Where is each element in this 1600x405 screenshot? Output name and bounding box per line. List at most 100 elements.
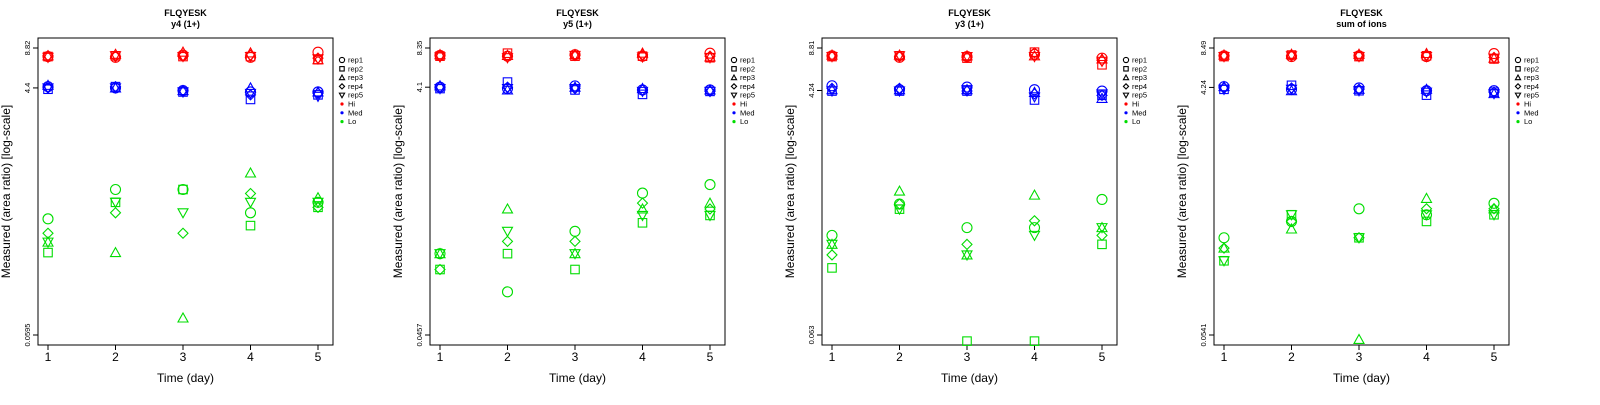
data-point-hi-rep5	[501, 53, 514, 64]
y-tick-label: 4.4	[23, 83, 32, 93]
data-point-med-rep2	[502, 77, 513, 87]
data-point-med-rep4	[109, 80, 122, 93]
data-point-lo-rep2	[1421, 216, 1432, 227]
x-tick-label: 1	[437, 350, 444, 364]
data-point-lo-rep5	[1353, 233, 1365, 244]
data-point-lo-rep3	[704, 197, 716, 208]
data-point-med-rep1	[1028, 84, 1041, 96]
data-point-med-rep1	[1096, 85, 1108, 97]
x-tick-label: 2	[112, 350, 119, 364]
data-point-med-rep4	[501, 81, 514, 93]
data-point-lo-rep1	[501, 286, 514, 298]
data-point-med-rep4	[636, 84, 649, 96]
x-tick-label: 5	[1099, 350, 1106, 364]
data-point-lo-rep4	[177, 227, 189, 240]
data-point-hi-rep4	[1420, 49, 1433, 61]
data-point-med-rep5	[569, 84, 581, 95]
legend-label: rep2	[1524, 64, 1539, 73]
plot-frame	[429, 37, 726, 346]
legend-label: rep2	[348, 64, 363, 73]
data-point-lo-rep2	[502, 248, 513, 259]
x-axis-label: Time (day)	[941, 371, 998, 385]
legend-triangle-down-icon	[730, 92, 738, 99]
data-point-lo-rep4	[569, 235, 581, 248]
data-point-med-rep4	[1285, 82, 1298, 94]
data-point-lo-rep4	[893, 198, 906, 210]
legend-label: Med	[1132, 108, 1147, 117]
data-point-lo-rep5	[109, 197, 122, 209]
data-point-lo-rep4	[1218, 242, 1230, 254]
plot-frame	[37, 37, 334, 346]
chart-subtitle: y5 (1+)	[563, 19, 592, 29]
data-point-med-rep4	[1488, 86, 1500, 98]
data-point-lo-rep2	[570, 264, 580, 275]
data-point-lo-rep4	[1285, 215, 1298, 228]
data-point-lo-rep5	[244, 197, 257, 209]
data-point-lo-rep4	[1028, 215, 1041, 227]
data-point-lo-rep4	[1488, 202, 1500, 215]
data-point-med-rep4	[1218, 82, 1230, 94]
data-point-hi-rep5	[636, 52, 649, 64]
x-axis-label: Time (day)	[549, 371, 606, 385]
x-axis-label: Time (day)	[157, 371, 214, 385]
chart-subtitle: sum of ions	[1336, 19, 1387, 29]
legend-label: Med	[348, 108, 363, 117]
legend-label: Lo	[1524, 117, 1532, 126]
data-point-med-rep5	[1218, 84, 1230, 96]
data-point-med-rep5	[42, 83, 54, 95]
data-point-lo-rep2	[962, 336, 972, 346]
legend-label: rep5	[740, 91, 755, 100]
data-point-hi-rep5	[826, 52, 838, 63]
data-point-lo-rep1	[1028, 222, 1041, 234]
data-point-med-rep5	[1420, 87, 1433, 99]
legend-triangle-down-icon	[1514, 92, 1522, 99]
legend-dot-icon	[340, 102, 344, 106]
legend-label: rep1	[1132, 56, 1147, 65]
legend-dot-icon	[1516, 102, 1520, 106]
data-point-med-rep3	[1353, 83, 1365, 94]
data-point-hi-rep4	[501, 50, 514, 62]
x-tick-label: 2	[1288, 350, 1295, 364]
data-point-hi-rep1	[312, 46, 324, 58]
legend-label: rep4	[1524, 82, 1539, 91]
data-point-lo-rep1	[177, 183, 189, 196]
data-point-lo-rep3	[109, 246, 122, 258]
legend-label: Hi	[1524, 100, 1531, 109]
x-axis-label: Time (day)	[1333, 371, 1390, 385]
data-point-lo-rep5	[1488, 210, 1500, 221]
legend-circle-icon	[730, 56, 738, 64]
x-tick-label: 1	[1221, 350, 1228, 364]
legend-dot-icon	[732, 111, 736, 115]
x-tick-label: 1	[829, 350, 836, 364]
data-point-lo-rep4	[109, 207, 122, 219]
data-point-hi-rep3	[177, 46, 189, 57]
data-point-lo-rep5	[893, 204, 906, 216]
data-point-hi-rep4	[42, 50, 54, 62]
chart-subtitle: y3 (1+)	[955, 19, 984, 29]
legend-label: Hi	[1132, 100, 1139, 109]
data-point-hi-rep3	[434, 48, 446, 60]
data-point-hi-rep5	[109, 51, 122, 62]
legend-label: rep4	[348, 82, 363, 91]
data-point-lo-rep5	[312, 197, 324, 209]
data-point-lo-rep3	[1488, 202, 1500, 214]
data-point-hi-rep4	[434, 49, 446, 62]
y-axis-label: Measured (area ratio) [log-scale]	[391, 105, 405, 278]
data-point-lo-rep1	[109, 183, 122, 196]
data-point-med-rep5	[244, 88, 257, 100]
legend-label: rep3	[1524, 73, 1539, 82]
data-point-lo-rep1	[961, 222, 973, 234]
legend-label: Med	[1524, 108, 1539, 117]
data-point-hi-rep1	[1488, 47, 1500, 60]
data-point-lo-rep3	[501, 202, 514, 214]
data-point-lo-rep5	[1420, 210, 1433, 221]
legend-label: rep1	[740, 56, 755, 65]
x-tick-label: 3	[1356, 350, 1363, 364]
legend-label: rep5	[1524, 91, 1539, 100]
legend-label: rep1	[1524, 56, 1539, 65]
legend-triangle-up-icon	[338, 73, 346, 81]
legend-dot-icon	[340, 120, 344, 124]
data-point-hi-rep5	[42, 52, 54, 64]
data-point-lo-rep1	[1488, 197, 1500, 209]
